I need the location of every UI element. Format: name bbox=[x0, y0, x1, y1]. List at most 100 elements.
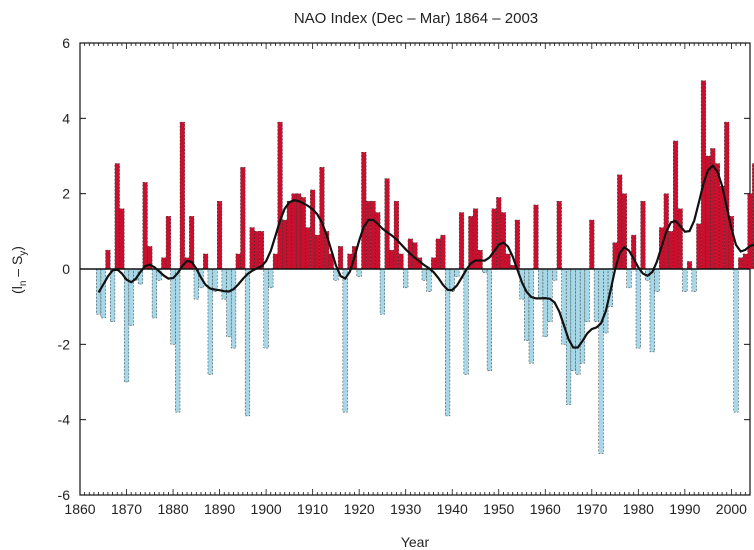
bar-1988 bbox=[672, 140, 679, 270]
bar-1893 bbox=[230, 268, 237, 349]
bar-1901 bbox=[268, 268, 274, 289]
bar-1994 bbox=[700, 80, 707, 270]
bar-1942 bbox=[458, 212, 465, 270]
y-axis-label: (ln – Sy) bbox=[9, 246, 29, 294]
y-tick-label: 0 bbox=[62, 261, 70, 277]
bar-1981 bbox=[640, 200, 646, 270]
bar-2005 bbox=[752, 163, 754, 270]
bar-1984 bbox=[654, 268, 660, 292]
bar-1950 bbox=[496, 197, 502, 270]
chart-title: NAO Index (Dec – Mar) 1864 – 2003 bbox=[294, 10, 538, 27]
bar-1894 bbox=[235, 253, 241, 270]
bar-1956 bbox=[524, 268, 530, 341]
bar-1877 bbox=[156, 268, 162, 281]
x-tick-label: 1940 bbox=[437, 501, 468, 517]
bar-1937 bbox=[435, 238, 441, 270]
bar-1979 bbox=[631, 234, 637, 270]
bar-1903 bbox=[277, 121, 283, 270]
bar-1876 bbox=[151, 268, 158, 319]
x-tick-label: 1990 bbox=[669, 501, 700, 517]
bar-1888 bbox=[207, 268, 213, 375]
bar-1991 bbox=[686, 261, 693, 270]
bar-1938 bbox=[440, 234, 446, 270]
bar-1869 bbox=[119, 208, 125, 270]
y-axis-ticks: -6 -4 -2 0 2 4 6 bbox=[58, 35, 750, 503]
y-label-part3: ) bbox=[9, 246, 25, 251]
bar-1961 bbox=[547, 268, 553, 322]
x-axis-ticks: 1860 1870 1880 1890 1900 1910 1920 1930 1940 1950… bbox=[64, 43, 751, 517]
bar-1963 bbox=[556, 200, 562, 270]
bar-1891 bbox=[221, 268, 227, 300]
y-tick-label: 6 bbox=[62, 35, 70, 51]
bar-1915 bbox=[333, 268, 339, 281]
bar-1885 bbox=[193, 268, 199, 300]
y-label-sub-y: y bbox=[18, 251, 29, 256]
bar-1909 bbox=[305, 227, 311, 270]
bar-1968 bbox=[579, 268, 586, 364]
bar-1954 bbox=[514, 219, 520, 270]
x-tick-label: 1880 bbox=[157, 501, 188, 517]
bar-1882 bbox=[179, 121, 185, 270]
bar-1934 bbox=[421, 268, 427, 281]
bar-1978 bbox=[626, 268, 632, 289]
bar-1887 bbox=[203, 253, 209, 270]
bar-1999 bbox=[724, 121, 730, 270]
bar-1897 bbox=[249, 227, 255, 270]
bar-1904 bbox=[282, 219, 288, 270]
bar-1890 bbox=[217, 200, 223, 270]
bar-1930 bbox=[403, 268, 409, 289]
bar-1993 bbox=[696, 223, 702, 270]
bar-1896 bbox=[244, 268, 251, 417]
bar-1928 bbox=[393, 200, 399, 270]
bar-1868 bbox=[114, 163, 120, 270]
bar-1943 bbox=[463, 268, 469, 375]
bar-1922 bbox=[365, 200, 372, 270]
bar-2004 bbox=[747, 193, 753, 270]
bar-1976 bbox=[617, 174, 623, 270]
bar-1936 bbox=[431, 257, 437, 270]
bar-1939 bbox=[444, 268, 451, 417]
bar-1952 bbox=[505, 253, 511, 270]
bar-1898 bbox=[254, 231, 260, 270]
y-label-part2: – S bbox=[9, 256, 25, 281]
bar-1972 bbox=[598, 268, 604, 454]
bar-1921 bbox=[361, 151, 367, 270]
bar-1966 bbox=[570, 268, 576, 371]
bar-1908 bbox=[300, 197, 306, 270]
bar-1902 bbox=[272, 253, 278, 270]
bar-1917 bbox=[342, 268, 348, 413]
x-tick-label: 1980 bbox=[623, 501, 654, 517]
y-tick-label: -4 bbox=[58, 412, 71, 428]
x-tick-label: 2000 bbox=[716, 501, 747, 517]
bar-1927 bbox=[389, 249, 395, 270]
bar-1906 bbox=[291, 193, 297, 270]
bar-1923 bbox=[370, 200, 376, 270]
bar-1977 bbox=[621, 193, 627, 270]
y-tick-label: -2 bbox=[58, 336, 71, 352]
bar-1969 bbox=[584, 268, 590, 322]
x-tick-label: 1890 bbox=[204, 501, 235, 517]
bar-1900 bbox=[263, 268, 269, 349]
bar-1980 bbox=[635, 268, 641, 349]
y-label-sub-n: n bbox=[18, 281, 29, 287]
bar-1889 bbox=[212, 268, 218, 292]
bar-1879 bbox=[165, 216, 171, 270]
bar-1947 bbox=[482, 268, 488, 274]
bar-1924 bbox=[375, 212, 381, 270]
bar-1992 bbox=[691, 268, 697, 292]
bar-1971 bbox=[593, 268, 600, 322]
x-tick-label: 1910 bbox=[297, 501, 328, 517]
bar-1948 bbox=[486, 268, 493, 371]
bar-1944 bbox=[468, 216, 474, 270]
bar-1957 bbox=[528, 268, 534, 364]
bar-1910 bbox=[310, 189, 316, 270]
x-tick-label: 1950 bbox=[483, 501, 514, 517]
bar-1913 bbox=[324, 231, 330, 270]
bar-1916 bbox=[337, 246, 344, 270]
bar-1870 bbox=[123, 268, 130, 383]
x-axis-label: Year bbox=[401, 534, 430, 550]
bar-1998 bbox=[719, 185, 725, 270]
bar-1941 bbox=[454, 268, 460, 277]
bar-1878 bbox=[161, 257, 167, 270]
